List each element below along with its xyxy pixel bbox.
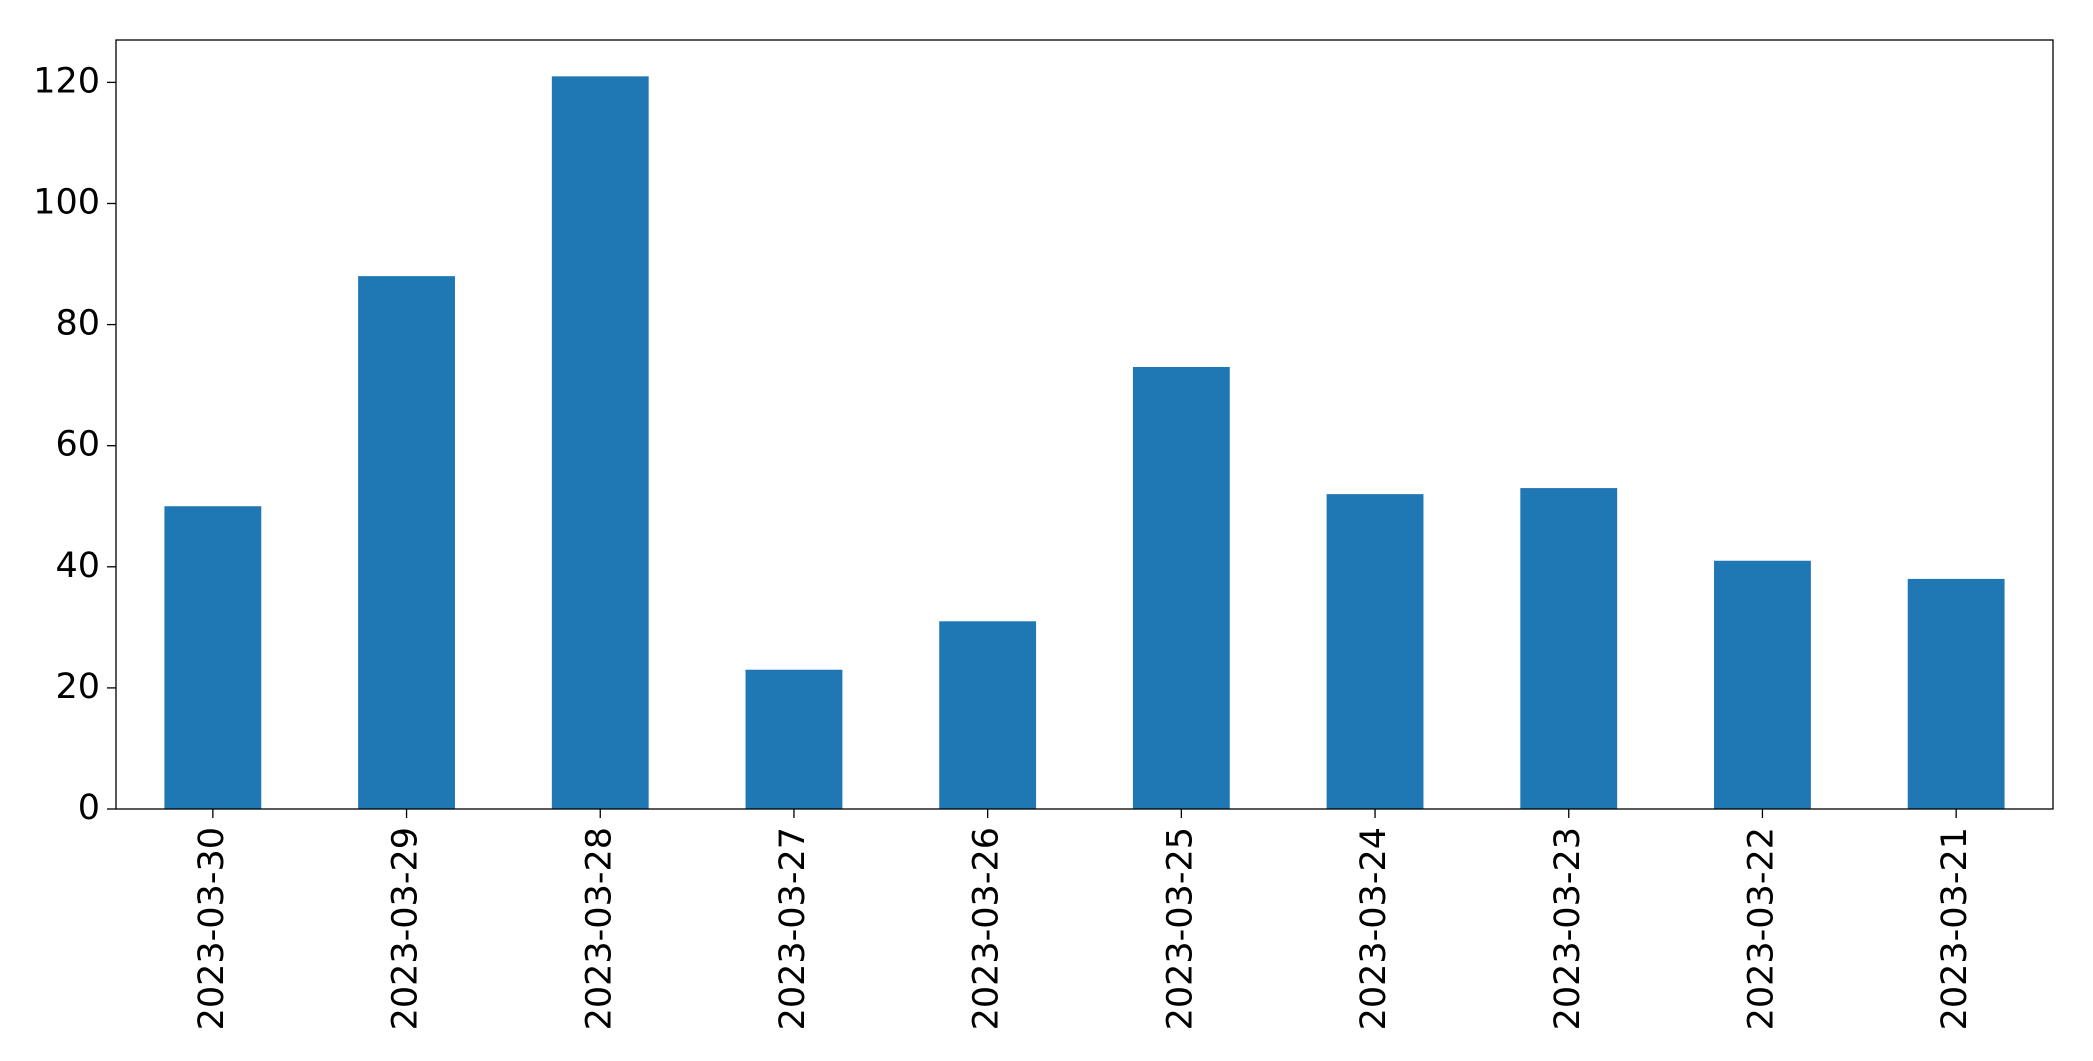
x-tick-label: 2023-03-26 [967,827,1007,1030]
y-tick-label: 120 [33,61,100,101]
bar [1326,494,1424,809]
bar [1132,366,1230,809]
x-tick-label: 2023-03-23 [1548,827,1588,1030]
bar [745,669,843,809]
x-tick-label: 2023-03-27 [773,827,813,1030]
x-tick-label: 2023-03-29 [386,827,426,1030]
y-tick-label: 20 [55,667,100,707]
bar [939,621,1037,809]
x-tick-label: 2023-03-21 [1935,827,1975,1030]
bar [1520,488,1618,809]
bar [358,276,455,809]
x-tick-label: 2023-03-28 [579,827,619,1030]
y-tick-label: 40 [55,546,100,586]
x-tick-label: 2023-03-25 [1160,827,1200,1030]
plot-frame [115,39,2054,810]
x-tick-label: 2023-03-30 [192,827,232,1030]
y-tick-label: 100 [33,182,100,222]
bar [1714,560,1811,809]
x-tick-label: 2023-03-24 [1354,827,1394,1030]
bar [164,506,262,809]
y-tick-label: 80 [55,304,100,344]
y-tick-label: 0 [78,788,100,828]
y-tick-label: 60 [55,425,100,465]
bar [551,76,649,810]
bar [1907,578,2005,809]
x-tick-label: 2023-03-22 [1741,827,1781,1030]
